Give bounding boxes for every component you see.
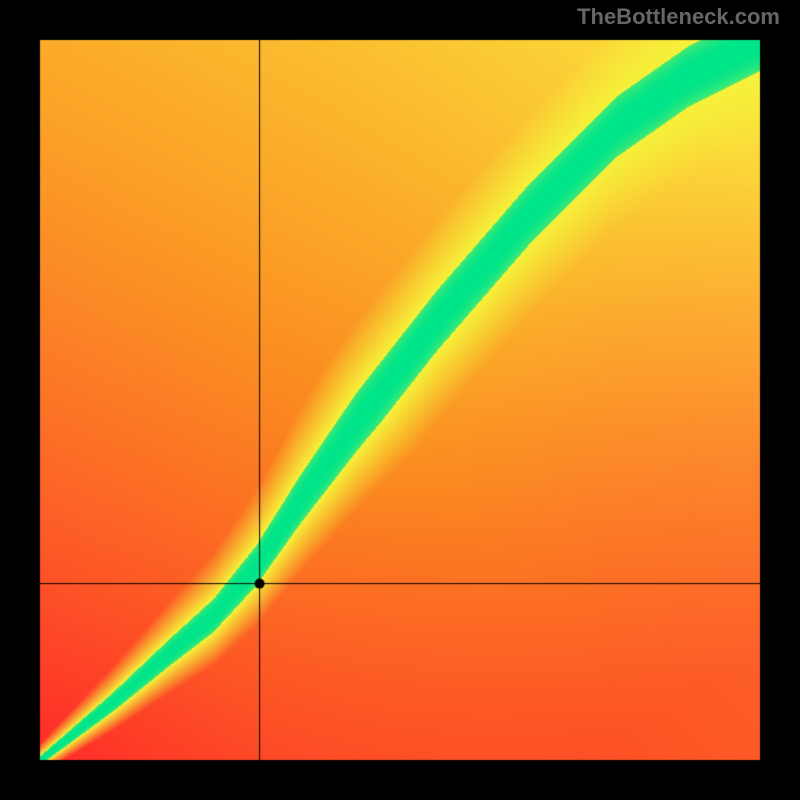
watermark-text: TheBottleneck.com [577, 4, 780, 30]
bottleneck-heatmap [0, 0, 800, 800]
